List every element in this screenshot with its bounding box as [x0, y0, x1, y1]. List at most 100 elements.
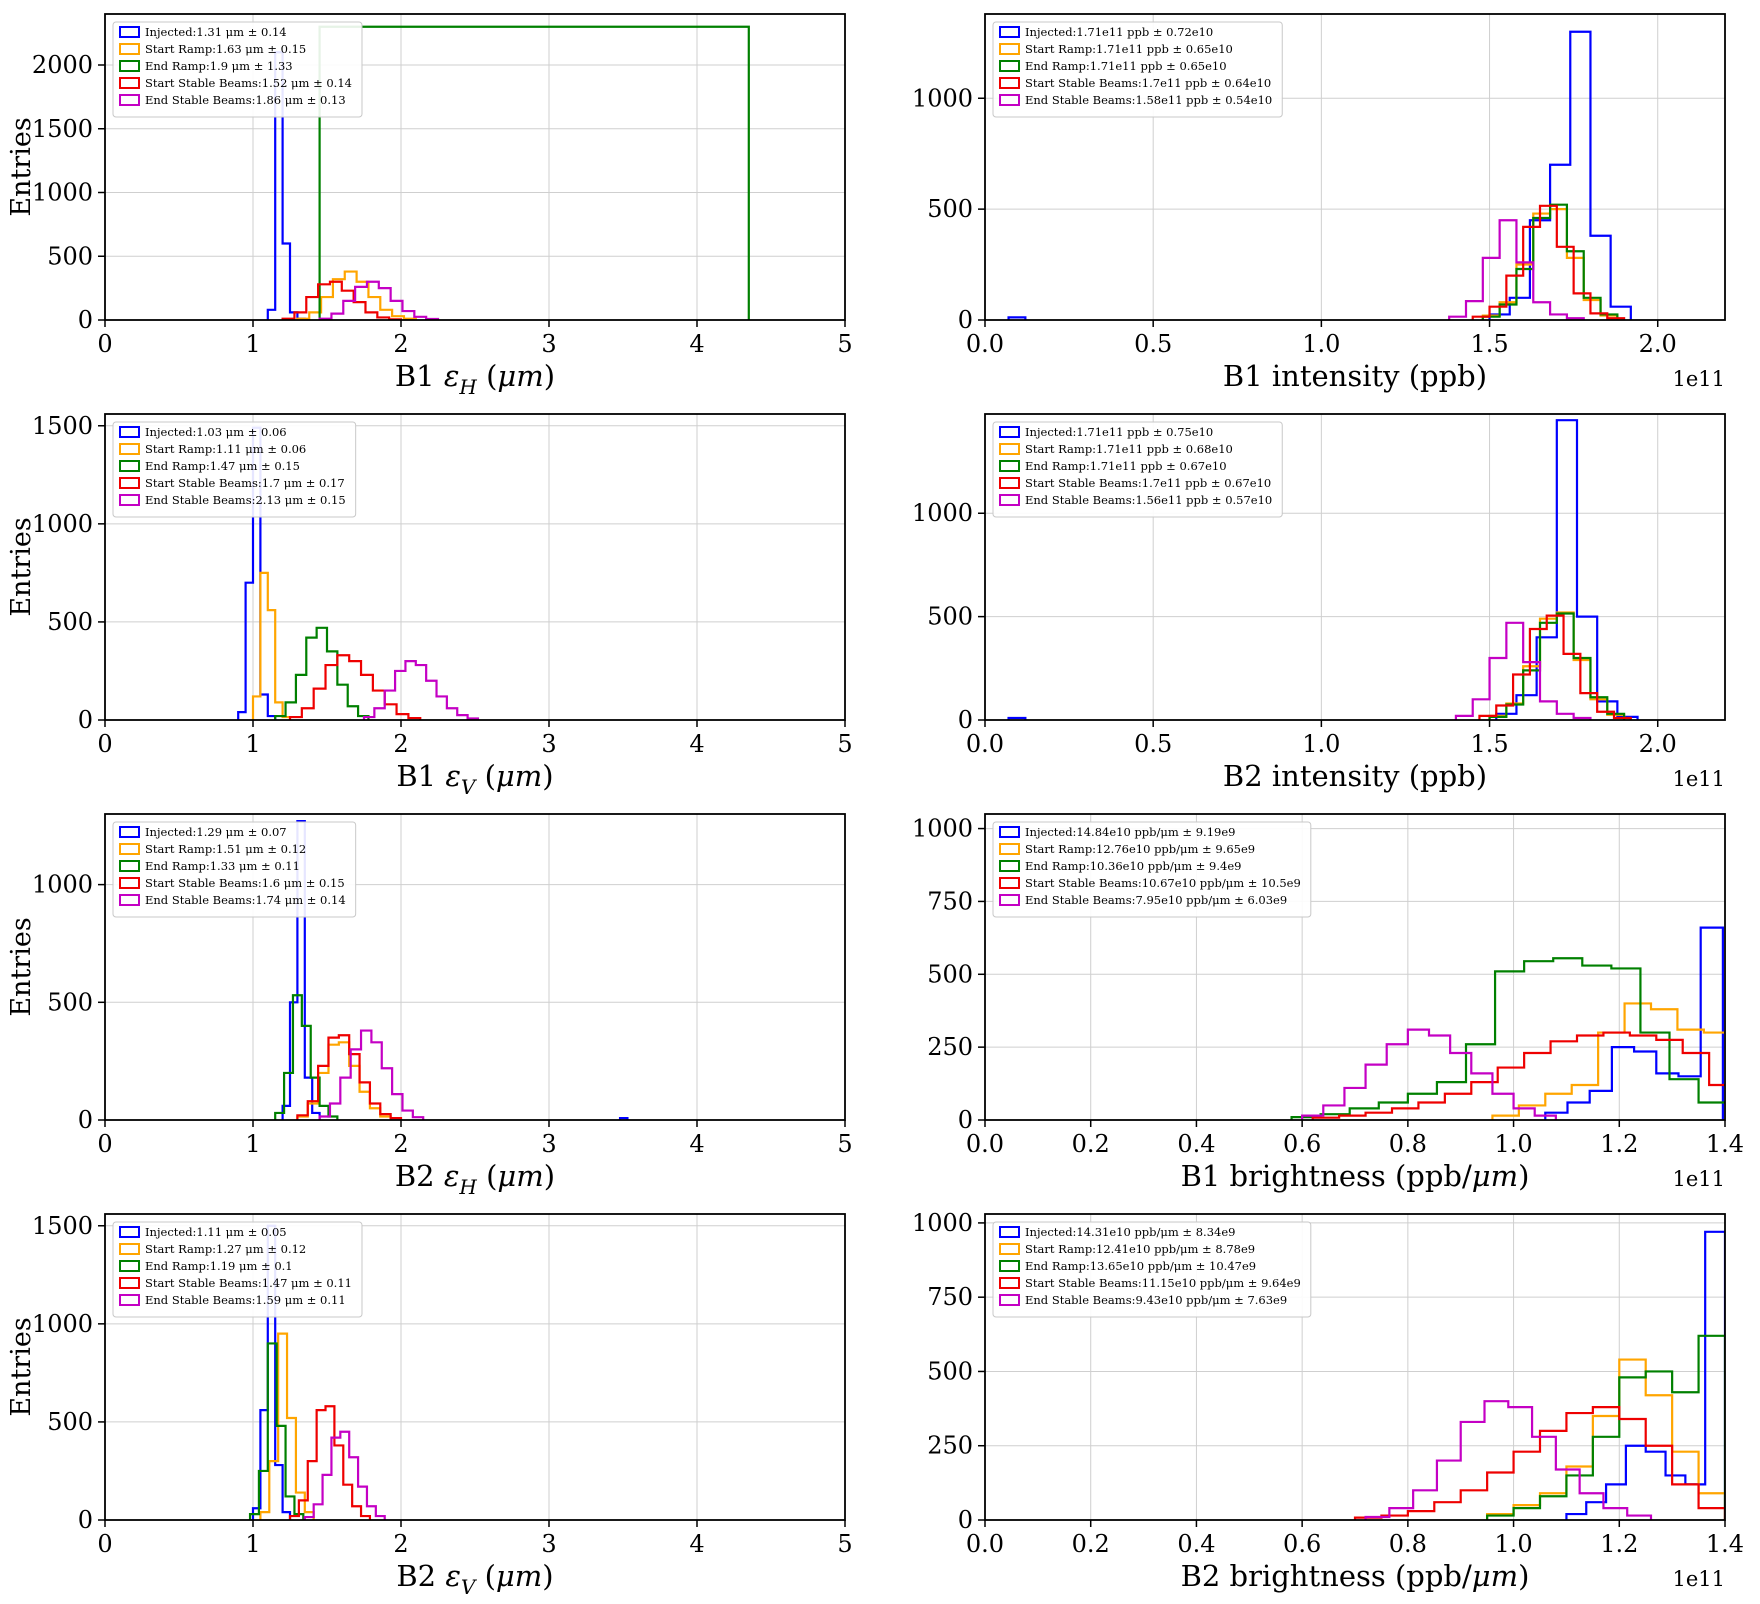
chart-svg-b1-emittance-v: 0 1 2 3 4 5 0 500 1000 1500 B1 εV (μm) Entries Injec… [6, 412, 853, 799]
x-tick-label: 2 [393, 730, 408, 758]
legend-swatch [999, 43, 1020, 55]
legend-frame [112, 1221, 363, 1318]
y-tick-label: 1000 [912, 84, 973, 112]
legend: Injected:1.29 μm ± 0.07 Start Ramp:1.51 μ… [112, 821, 357, 918]
legend-label: End Ramp:1.33 μm ± 0.11 [145, 859, 300, 873]
legend-swatch [999, 1277, 1020, 1289]
legend-label: End Ramp:1.19 μm ± 0.1 [145, 1259, 293, 1273]
y-tick-label: 500 [47, 608, 93, 636]
chart-b1-intensity: 0.0 0.5 1.0 1.5 2.0 0 500 1000 1e11 B1 intensity … [880, 0, 1760, 400]
y-tick-label: 0 [958, 706, 973, 734]
axis-offset-label: 1e11 [1672, 1567, 1725, 1591]
series-injected [1007, 316, 1027, 320]
y-tick-label: 1000 [32, 510, 93, 538]
y-tick-label: 500 [927, 960, 973, 988]
y-tick-label: 0 [78, 1506, 93, 1534]
y-tick-label: 0 [78, 706, 93, 734]
legend-swatch [999, 460, 1020, 472]
axes-frame [104, 13, 846, 321]
series-end-ramp [1486, 1334, 1725, 1520]
x-tick-label: 1.4 [1706, 1130, 1744, 1158]
series-start-ramp [296, 270, 417, 320]
legend-swatch [119, 860, 140, 872]
chart-b2-emittance-v: 0 1 2 3 4 5 0 500 1000 1500 B2 εV (μm) Entries Injec… [0, 1200, 880, 1600]
x-tick-label: 2 [393, 330, 408, 358]
axes-frame [104, 1213, 846, 1521]
chart-svg-b2-emittance-h: 0 1 2 3 4 5 0 500 1000 B2 εH (μm) Entries Injected:… [6, 813, 853, 1199]
legend-label: End Stable Beams:1.58e11 ppb ± 0.54e10 [1025, 93, 1272, 107]
y-tick-label: 500 [47, 1408, 93, 1436]
legend-swatch [999, 1294, 1020, 1306]
legend-swatch [119, 43, 140, 55]
series-start-ramp [1486, 1358, 1725, 1520]
legend-label: Start Stable Beams:10.67e10 ppb/μm ± 10.… [1025, 876, 1301, 890]
legend-swatch [999, 877, 1020, 889]
x-axis-label: B1 εH (μm) [395, 359, 555, 399]
series-end-ramp [318, 25, 750, 320]
legend-label: Injected:1.71e11 ppb ± 0.75e10 [1025, 425, 1213, 439]
series-injected [1544, 926, 1724, 1120]
legend-label: Start Stable Beams:1.6 μm ± 0.15 [145, 876, 345, 890]
x-tick-label: 3 [541, 1130, 556, 1158]
legend-label: Injected:1.31 μm ± 0.14 [145, 25, 287, 39]
legend-label: End Ramp:13.65e10 ppb/μm ± 10.47e9 [1025, 1259, 1256, 1273]
axes-frame [104, 413, 846, 721]
series-end-ramp [274, 994, 339, 1120]
series-injected [1488, 30, 1632, 320]
legend-swatch [119, 1294, 140, 1306]
legend-label: End Stable Beams:1.86 μm ± 0.13 [145, 93, 346, 107]
series-end-stable-beams [1301, 1028, 1557, 1120]
x-tick-label: 0.6 [1283, 1530, 1321, 1558]
legend-label: Start Stable Beams:1.7 μm ± 0.17 [145, 476, 345, 490]
legend-frame [112, 21, 363, 118]
x-tick-label: 1.0 [1494, 1530, 1532, 1558]
chart-b2-emittance-h: 0 1 2 3 4 5 0 500 1000 B2 εH (μm) Entries Injected:… [0, 800, 880, 1200]
series-end-stable-beams [318, 1029, 425, 1120]
x-tick-label: 1 [245, 1130, 260, 1158]
legend-swatch [119, 77, 140, 89]
series-end-ramp [248, 1342, 305, 1520]
x-tick-label: 1.2 [1600, 1130, 1638, 1158]
x-tick-label: 1.2 [1600, 1530, 1638, 1558]
legend: Injected:1.03 μm ± 0.06 Start Ramp:1.11 μ… [112, 421, 357, 518]
x-tick-label: 2.0 [1639, 330, 1677, 358]
x-axis-label: B1 intensity (ppb) [1223, 359, 1487, 393]
y-tick-label: 1000 [912, 1209, 973, 1237]
legend-frame [112, 821, 357, 918]
x-tick-label: 5 [837, 1530, 852, 1558]
series-start-ramp [296, 1041, 392, 1120]
legend-frame [112, 421, 357, 518]
y-axis-label: Entries [6, 1317, 37, 1416]
x-tick-label: 5 [837, 730, 852, 758]
legend-swatch [119, 1226, 140, 1238]
legend-swatch [999, 1243, 1020, 1255]
y-tick-label: 500 [927, 603, 973, 631]
y-tick-label: 1000 [32, 1310, 93, 1338]
series-group [237, 426, 480, 720]
x-tick-label: 0.5 [1134, 330, 1172, 358]
y-axis-label: Entries [6, 917, 37, 1016]
x-tick-label: 0.2 [1072, 1130, 1110, 1158]
legend-label: Start Stable Beams:1.47 μm ± 0.11 [145, 1276, 352, 1290]
series-group [248, 1224, 386, 1520]
chart-svg-b2-emittance-v: 0 1 2 3 4 5 0 500 1000 1500 B2 εV (μm) Entries Injec… [6, 1212, 853, 1599]
legend-swatch [119, 1277, 140, 1289]
y-tick-label: 250 [927, 1033, 973, 1061]
y-tick-label: 500 [47, 242, 93, 270]
chart-b2-brightness: 0.0 0.2 0.4 0.6 0.8 1.0 1.2 1.4 0 250 500 750 1000 1e… [880, 1200, 1760, 1600]
series-start-stable-beams [288, 1405, 372, 1520]
legend-swatch [999, 94, 1020, 106]
legend-label: Injected:1.11 μm ± 0.05 [145, 1225, 287, 1239]
y-axis-label: Entries [6, 517, 37, 616]
series-end-stable-beams [1454, 621, 1592, 720]
legend-frame [992, 21, 1283, 118]
series-end-stable-beams [362, 660, 480, 720]
series-group [1007, 30, 1632, 320]
axis-offset-label: 1e11 [1672, 1167, 1725, 1191]
legend: Injected:1.31 μm ± 0.14 Start Ramp:1.63 μ… [112, 21, 363, 118]
x-tick-label: 1.4 [1706, 1530, 1744, 1558]
x-tick-label: 0.0 [966, 1130, 1004, 1158]
legend-swatch [119, 426, 140, 438]
legend-label: End Ramp:1.47 μm ± 0.15 [145, 459, 300, 473]
legend: Injected:14.84e10 ppb/μm ± 9.19e9 Start R… [992, 821, 1312, 918]
